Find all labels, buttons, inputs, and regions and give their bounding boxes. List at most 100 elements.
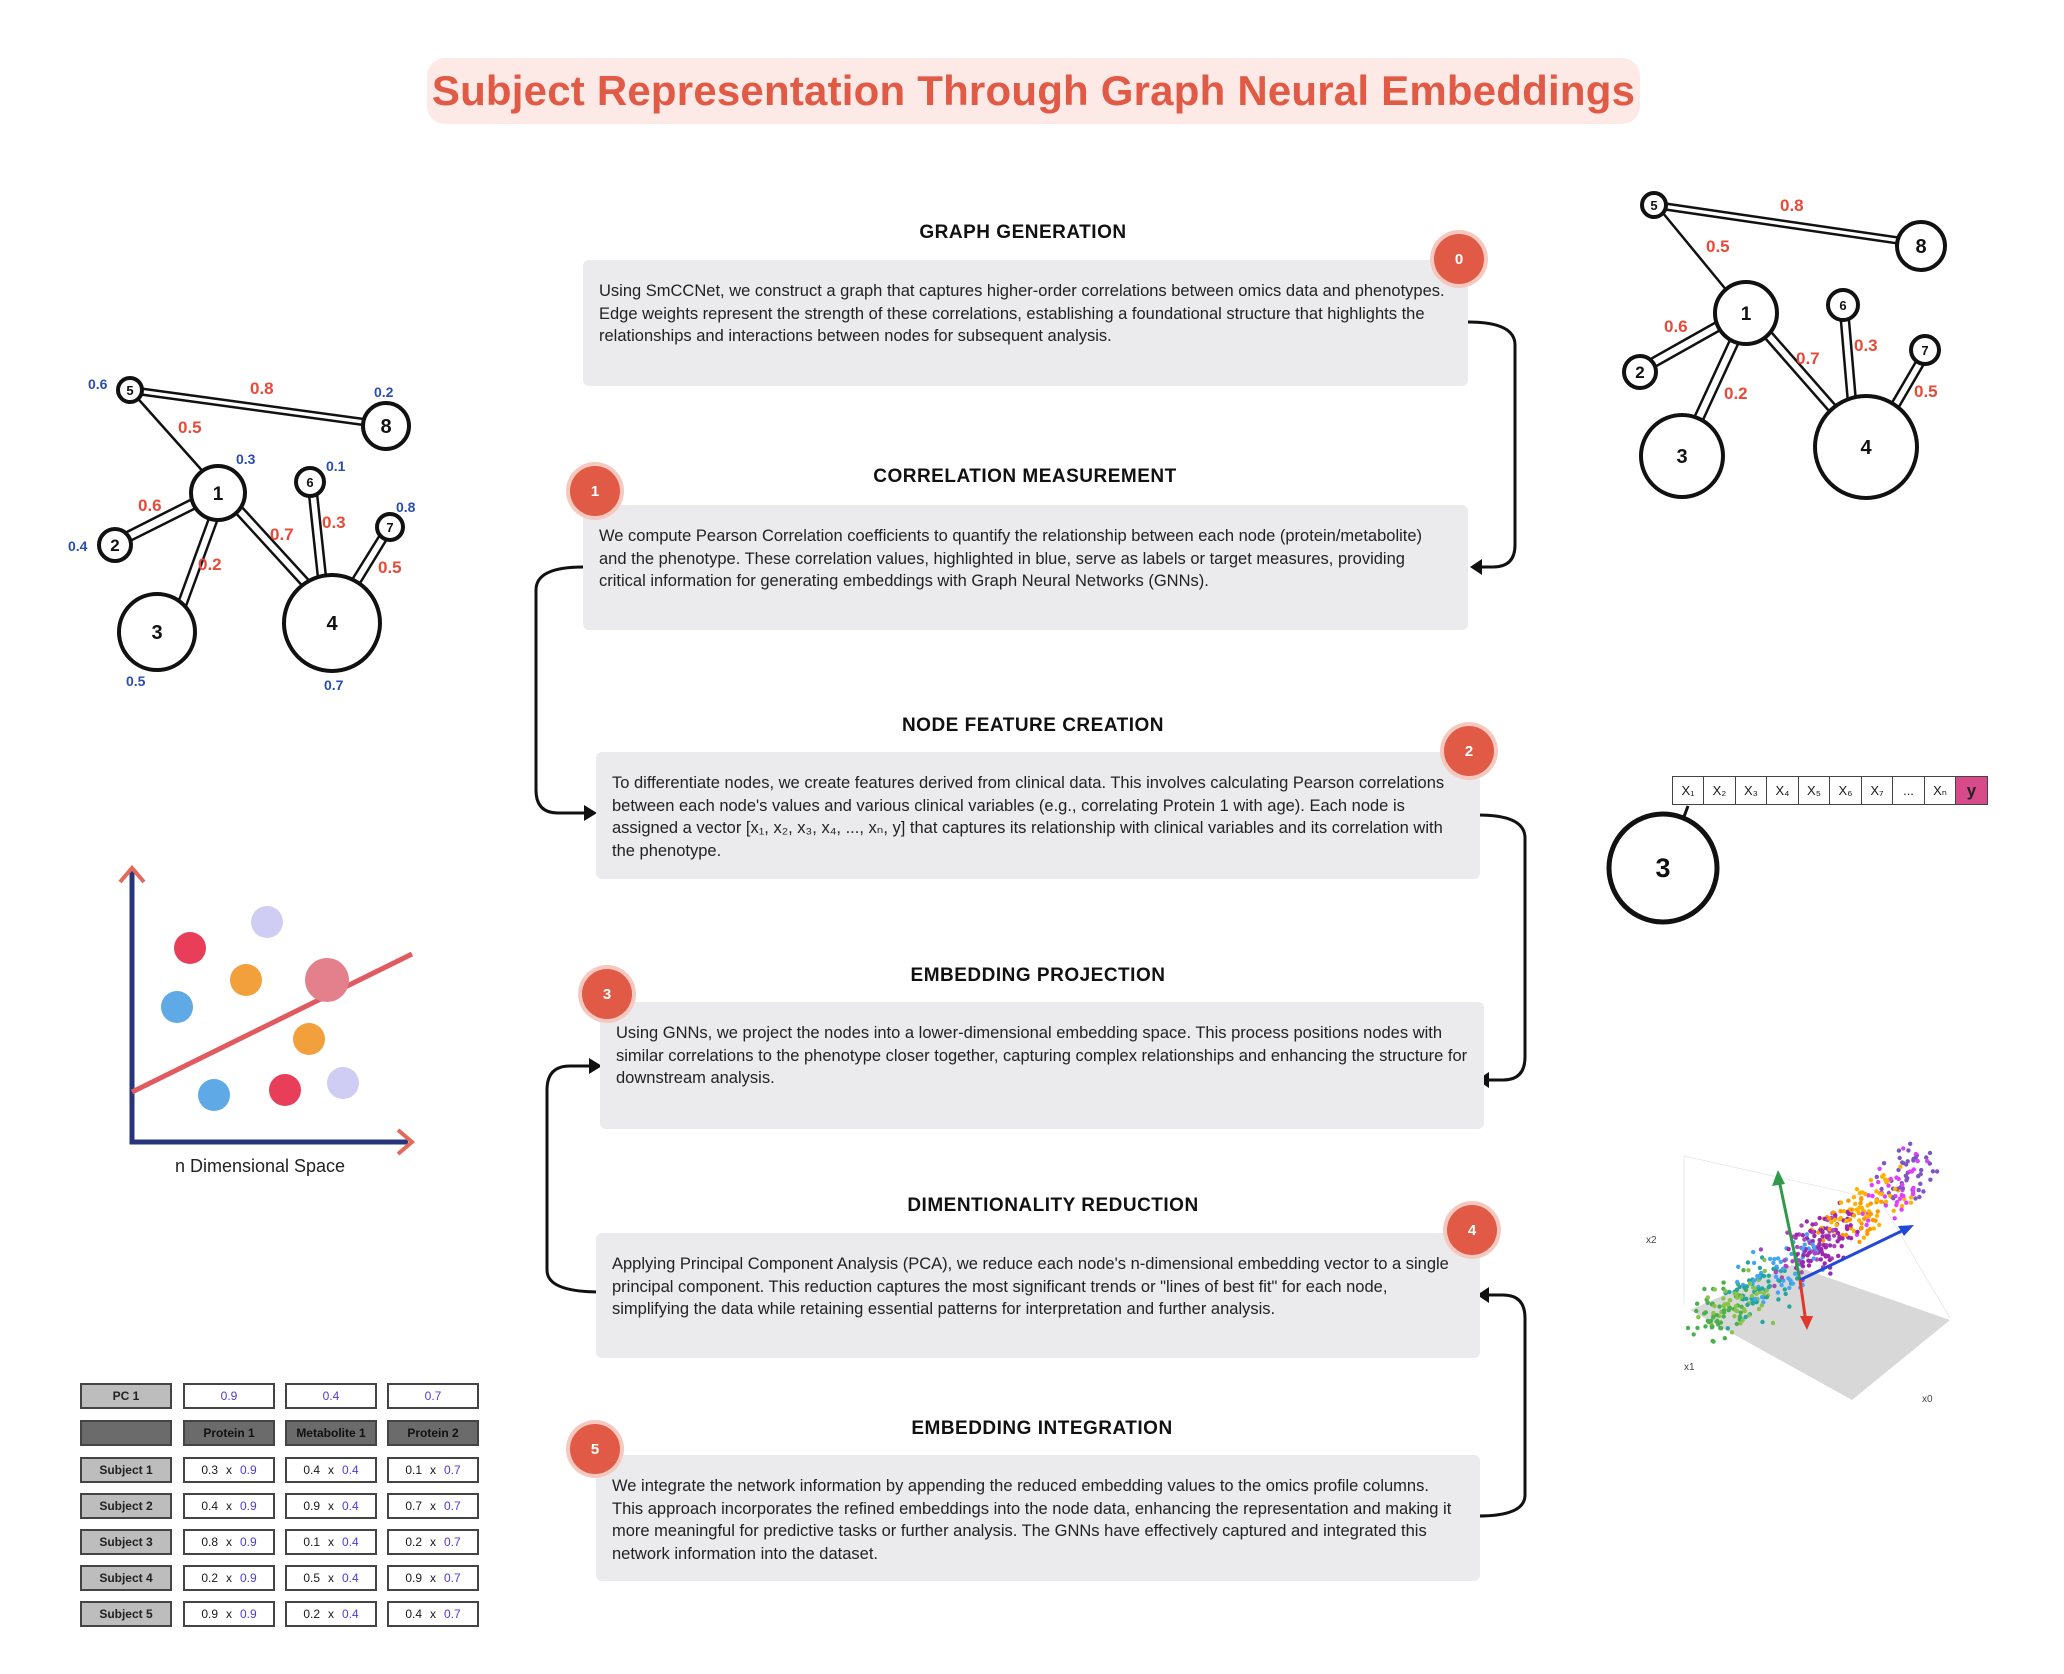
pca-point: [1903, 1173, 1908, 1178]
pca-point: [1846, 1211, 1852, 1217]
node-correlation-label: 0.3: [236, 451, 256, 467]
pca-point: [1811, 1256, 1816, 1261]
pca-point: [1758, 1247, 1764, 1252]
feature-vector-target: y: [1955, 776, 1988, 805]
graph-right-node: [1639, 413, 1725, 499]
edge-weight-label: 0.5: [1706, 237, 1730, 256]
pca-point: [1745, 1260, 1751, 1265]
pca-point: [1745, 1302, 1750, 1307]
pca-point: [1838, 1200, 1844, 1205]
arrow-right-icon: [396, 1128, 416, 1156]
pca-point: [1844, 1218, 1849, 1224]
step-3-text: Using GNNs, we project the nodes into a …: [616, 1024, 1468, 1087]
pca-point: [1790, 1281, 1796, 1286]
edge-weight-label: 0.5: [178, 418, 202, 437]
scatter-point: [230, 964, 262, 996]
feature-vector-cell: X₅: [1797, 776, 1831, 805]
weighted-value-cell: 0.3 x 0.9: [183, 1457, 275, 1483]
pca-point: [1752, 1286, 1757, 1291]
graph-left-node-label: 5: [126, 383, 133, 398]
pca-point: [1883, 1177, 1888, 1182]
pca-point: [1721, 1280, 1726, 1285]
step-5-badge: 5: [570, 1424, 620, 1474]
pca-point: [1685, 1325, 1691, 1331]
pca-point: [1712, 1287, 1717, 1292]
pca-point: [1727, 1289, 1732, 1295]
graph-left-node-label: 7: [386, 520, 393, 535]
graph-right-node: [1713, 280, 1779, 346]
pca-point: [1784, 1264, 1789, 1269]
pc-value: 0.9: [183, 1383, 275, 1409]
pca-point: [1817, 1215, 1822, 1221]
pca-point: [1888, 1176, 1893, 1182]
pca-point: [1773, 1274, 1779, 1279]
step-4-title: DIMENTIONALITY REDUCTION: [907, 1195, 1199, 1216]
pca-point: [1761, 1291, 1766, 1296]
pca-point: [1804, 1219, 1809, 1224]
pca-point: [1859, 1225, 1864, 1231]
pca-points: [1685, 1141, 1940, 1344]
pca-point: [1881, 1161, 1887, 1166]
pca-point: [1921, 1189, 1926, 1194]
pca-point: [1877, 1222, 1882, 1228]
arrow-5-to-4: [1477, 1293, 1527, 1518]
feature-vector-cell: X₃: [1734, 776, 1768, 805]
weighted-value-cell: 0.1 x 0.7: [387, 1457, 479, 1483]
pca-point: [1715, 1322, 1721, 1327]
pca-point: [1899, 1203, 1905, 1209]
pca-point: [1761, 1273, 1767, 1279]
pca-point: [1886, 1183, 1891, 1188]
pca-point: [1882, 1194, 1888, 1199]
pca-point: [1851, 1195, 1857, 1200]
pca-point: [1747, 1281, 1753, 1286]
edge-weight-label: 0.3: [322, 513, 346, 532]
page-title: Subject Representation Through Graph Neu…: [431, 67, 1636, 114]
step-2-text: To differentiate nodes, we create featur…: [612, 774, 1445, 860]
pca-point: [1906, 1148, 1911, 1153]
pca-point: [1777, 1278, 1782, 1284]
pca-point: [1846, 1198, 1851, 1203]
graph-left-node-label: 8: [380, 416, 391, 438]
step-5-text: We integrate the network information by …: [612, 1477, 1452, 1563]
graph-left-edge: [176, 509, 214, 604]
pca-point: [1837, 1217, 1842, 1222]
pca-point: [1726, 1308, 1731, 1313]
axis-label-x0: x0: [1922, 1394, 1933, 1405]
pca-point: [1787, 1304, 1792, 1309]
pca-point: [1841, 1209, 1847, 1214]
pca-point: [1800, 1260, 1806, 1265]
pca-point: [1802, 1242, 1807, 1247]
graph-right-node-label: 6: [1839, 298, 1846, 313]
graph-right-node-label: 5: [1650, 198, 1657, 213]
pc-arrow-head: [1800, 1316, 1813, 1330]
pca-point: [1870, 1193, 1875, 1199]
pca-point: [1930, 1169, 1936, 1174]
step-0-text: Using SmCCNet, we construct a graph that…: [599, 282, 1445, 345]
pca-point: [1854, 1187, 1860, 1192]
graph-left-node: [189, 464, 247, 522]
pca-point: [1874, 1174, 1879, 1180]
pca-point: [1849, 1207, 1855, 1212]
pca-point: [1767, 1256, 1773, 1262]
feature-vector-cell: X₁: [1671, 776, 1705, 805]
pca-point: [1859, 1221, 1864, 1226]
pca-point: [1796, 1258, 1801, 1263]
pca-point: [1781, 1278, 1786, 1283]
graph-left-node: [97, 527, 133, 563]
pca-point: [1733, 1308, 1738, 1313]
pca-point: [1703, 1324, 1708, 1329]
step-4-badge: 4: [1447, 1205, 1497, 1255]
pca-point: [1904, 1200, 1909, 1205]
pca-point: [1759, 1303, 1764, 1308]
pca-point: [1756, 1274, 1762, 1279]
pca-point: [1782, 1258, 1787, 1263]
graph-right: 5 8 1 2 6 7 3 4 0.8 0.5 0.6 0.2 0.7 0.3 …: [1622, 191, 1947, 500]
graph-left-node-label: 6: [306, 475, 313, 490]
pca-point: [1900, 1160, 1905, 1165]
pca-point: [1722, 1336, 1727, 1341]
graph-right-edge: [1657, 206, 1738, 304]
step-0-title: GRAPH GENERATION: [919, 222, 1127, 243]
pca-point: [1857, 1239, 1862, 1245]
pca-point: [1848, 1236, 1854, 1241]
pca-point: [1821, 1242, 1826, 1248]
